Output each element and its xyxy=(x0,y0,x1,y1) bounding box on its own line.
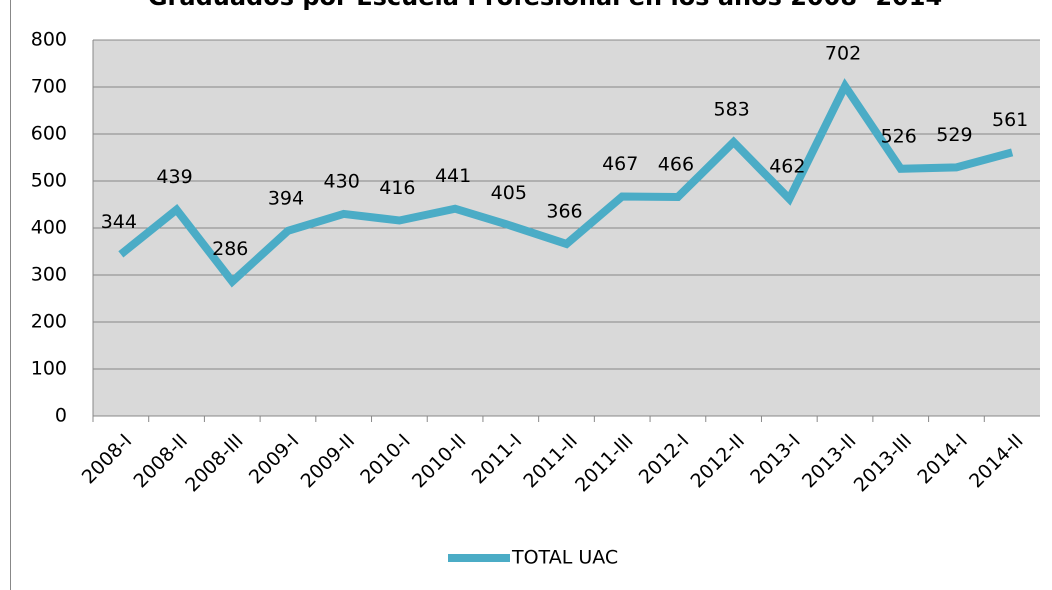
data-label: 344 xyxy=(101,211,137,233)
data-label: 286 xyxy=(212,238,248,260)
data-label: 462 xyxy=(769,155,805,177)
data-label: 394 xyxy=(268,187,304,209)
legend-label: TOTAL UAC xyxy=(511,547,618,569)
y-tick-label: 200 xyxy=(31,311,67,333)
series-line xyxy=(118,78,1014,288)
chart-title: Graduados por Escuela Profesional en los… xyxy=(148,0,942,11)
data-label: 416 xyxy=(379,177,415,199)
y-tick-label: 100 xyxy=(31,358,67,380)
data-label: 466 xyxy=(658,153,694,175)
y-tick-label: 300 xyxy=(31,264,67,286)
data-label: 702 xyxy=(825,43,861,65)
data-label: 529 xyxy=(936,124,972,146)
data-label: 430 xyxy=(324,170,360,192)
data-label: 405 xyxy=(491,182,527,204)
data-label: 526 xyxy=(881,125,917,147)
data-label: 561 xyxy=(992,109,1028,131)
y-tick-label: 700 xyxy=(31,76,67,98)
y-tick-label: 0 xyxy=(55,405,67,427)
data-label: 583 xyxy=(713,98,749,120)
y-tick-label: 400 xyxy=(31,217,67,239)
data-label: 441 xyxy=(435,165,471,187)
data-label: 467 xyxy=(602,153,638,175)
y-tick-label: 500 xyxy=(31,170,67,192)
data-label: 366 xyxy=(546,200,582,222)
y-tick-label: 600 xyxy=(31,123,67,145)
y-tick-label: 800 xyxy=(31,29,67,51)
data-label: 439 xyxy=(156,166,192,188)
